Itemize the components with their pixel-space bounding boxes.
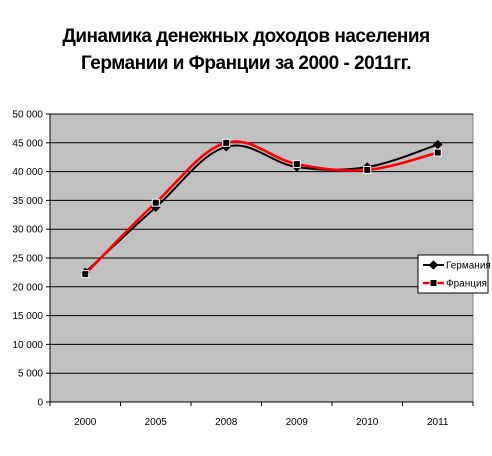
x-tick-label: 2008 [215,417,238,428]
x-tick-label: 2000 [74,417,97,428]
x-tick-label: 2010 [356,417,379,428]
y-tick-label: 50 000 [12,110,43,121]
y-tick-label: 15 000 [12,311,43,322]
y-tick-label: 0 [37,398,43,409]
legend-label: Германия [446,261,491,272]
y-tick-label: 5 000 [18,369,43,380]
y-tick-label: 30 000 [12,225,43,236]
data-point [81,270,90,279]
y-tick-label: 20 000 [12,282,43,293]
axes: 0 5 000 10 000 15 000 20 000 25 000 30 000 35 0… [12,110,474,428]
data-point [363,165,372,174]
y-tick-label: 35 000 [12,196,43,207]
x-tick-label: 2005 [145,417,168,428]
data-point [433,148,442,157]
data-point [433,139,443,150]
y-tick-label: 10 000 [12,340,43,351]
data-point [151,198,160,207]
legend-label: Франция [446,279,487,290]
x-tick-label: 2009 [286,417,309,428]
y-tick-label: 25 000 [12,254,43,265]
legend-swatch-marker [429,279,438,287]
legend-swatch-marker [428,260,439,270]
series-lines [80,138,443,279]
x-tick-label: 2011 [427,417,449,428]
legend: Германия Франция [417,254,491,294]
data-point [292,160,301,169]
y-tick-label: 45 000 [12,138,43,149]
chart-title-line-2: Германии и Франции за 2000 - 2011гг. [81,53,411,74]
data-point [222,138,231,147]
chart-title-line-1: Динамика денежных доходов населения [62,26,430,47]
y-tick-label: 40 000 [12,167,43,178]
gridlines [50,113,473,374]
